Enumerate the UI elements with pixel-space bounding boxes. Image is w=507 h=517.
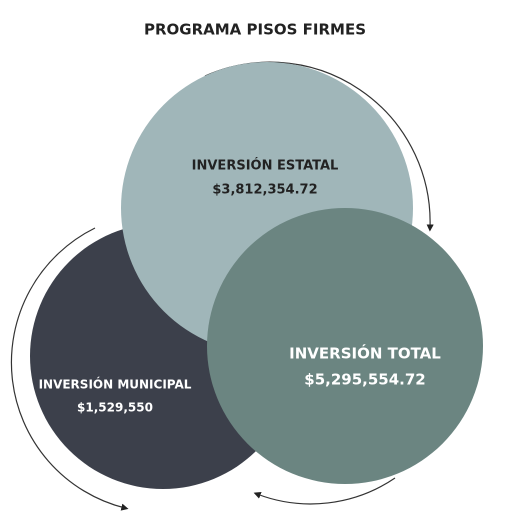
arrow [10,227,129,511]
node-label: INVERSIÓN MUNICIPAL [39,377,192,392]
node-value: $3,812,354.72 [212,183,317,198]
node-value: $1,529,550 [77,401,153,415]
circle-total [207,208,483,484]
node-label: INVERSIÓN ESTATAL [192,158,339,174]
title: PROGRAMA PISOS FIRMES [144,21,366,39]
arrow [253,477,396,505]
node-label: INVERSIÓN TOTAL [289,344,441,363]
node-value: $5,295,554.72 [304,371,425,389]
